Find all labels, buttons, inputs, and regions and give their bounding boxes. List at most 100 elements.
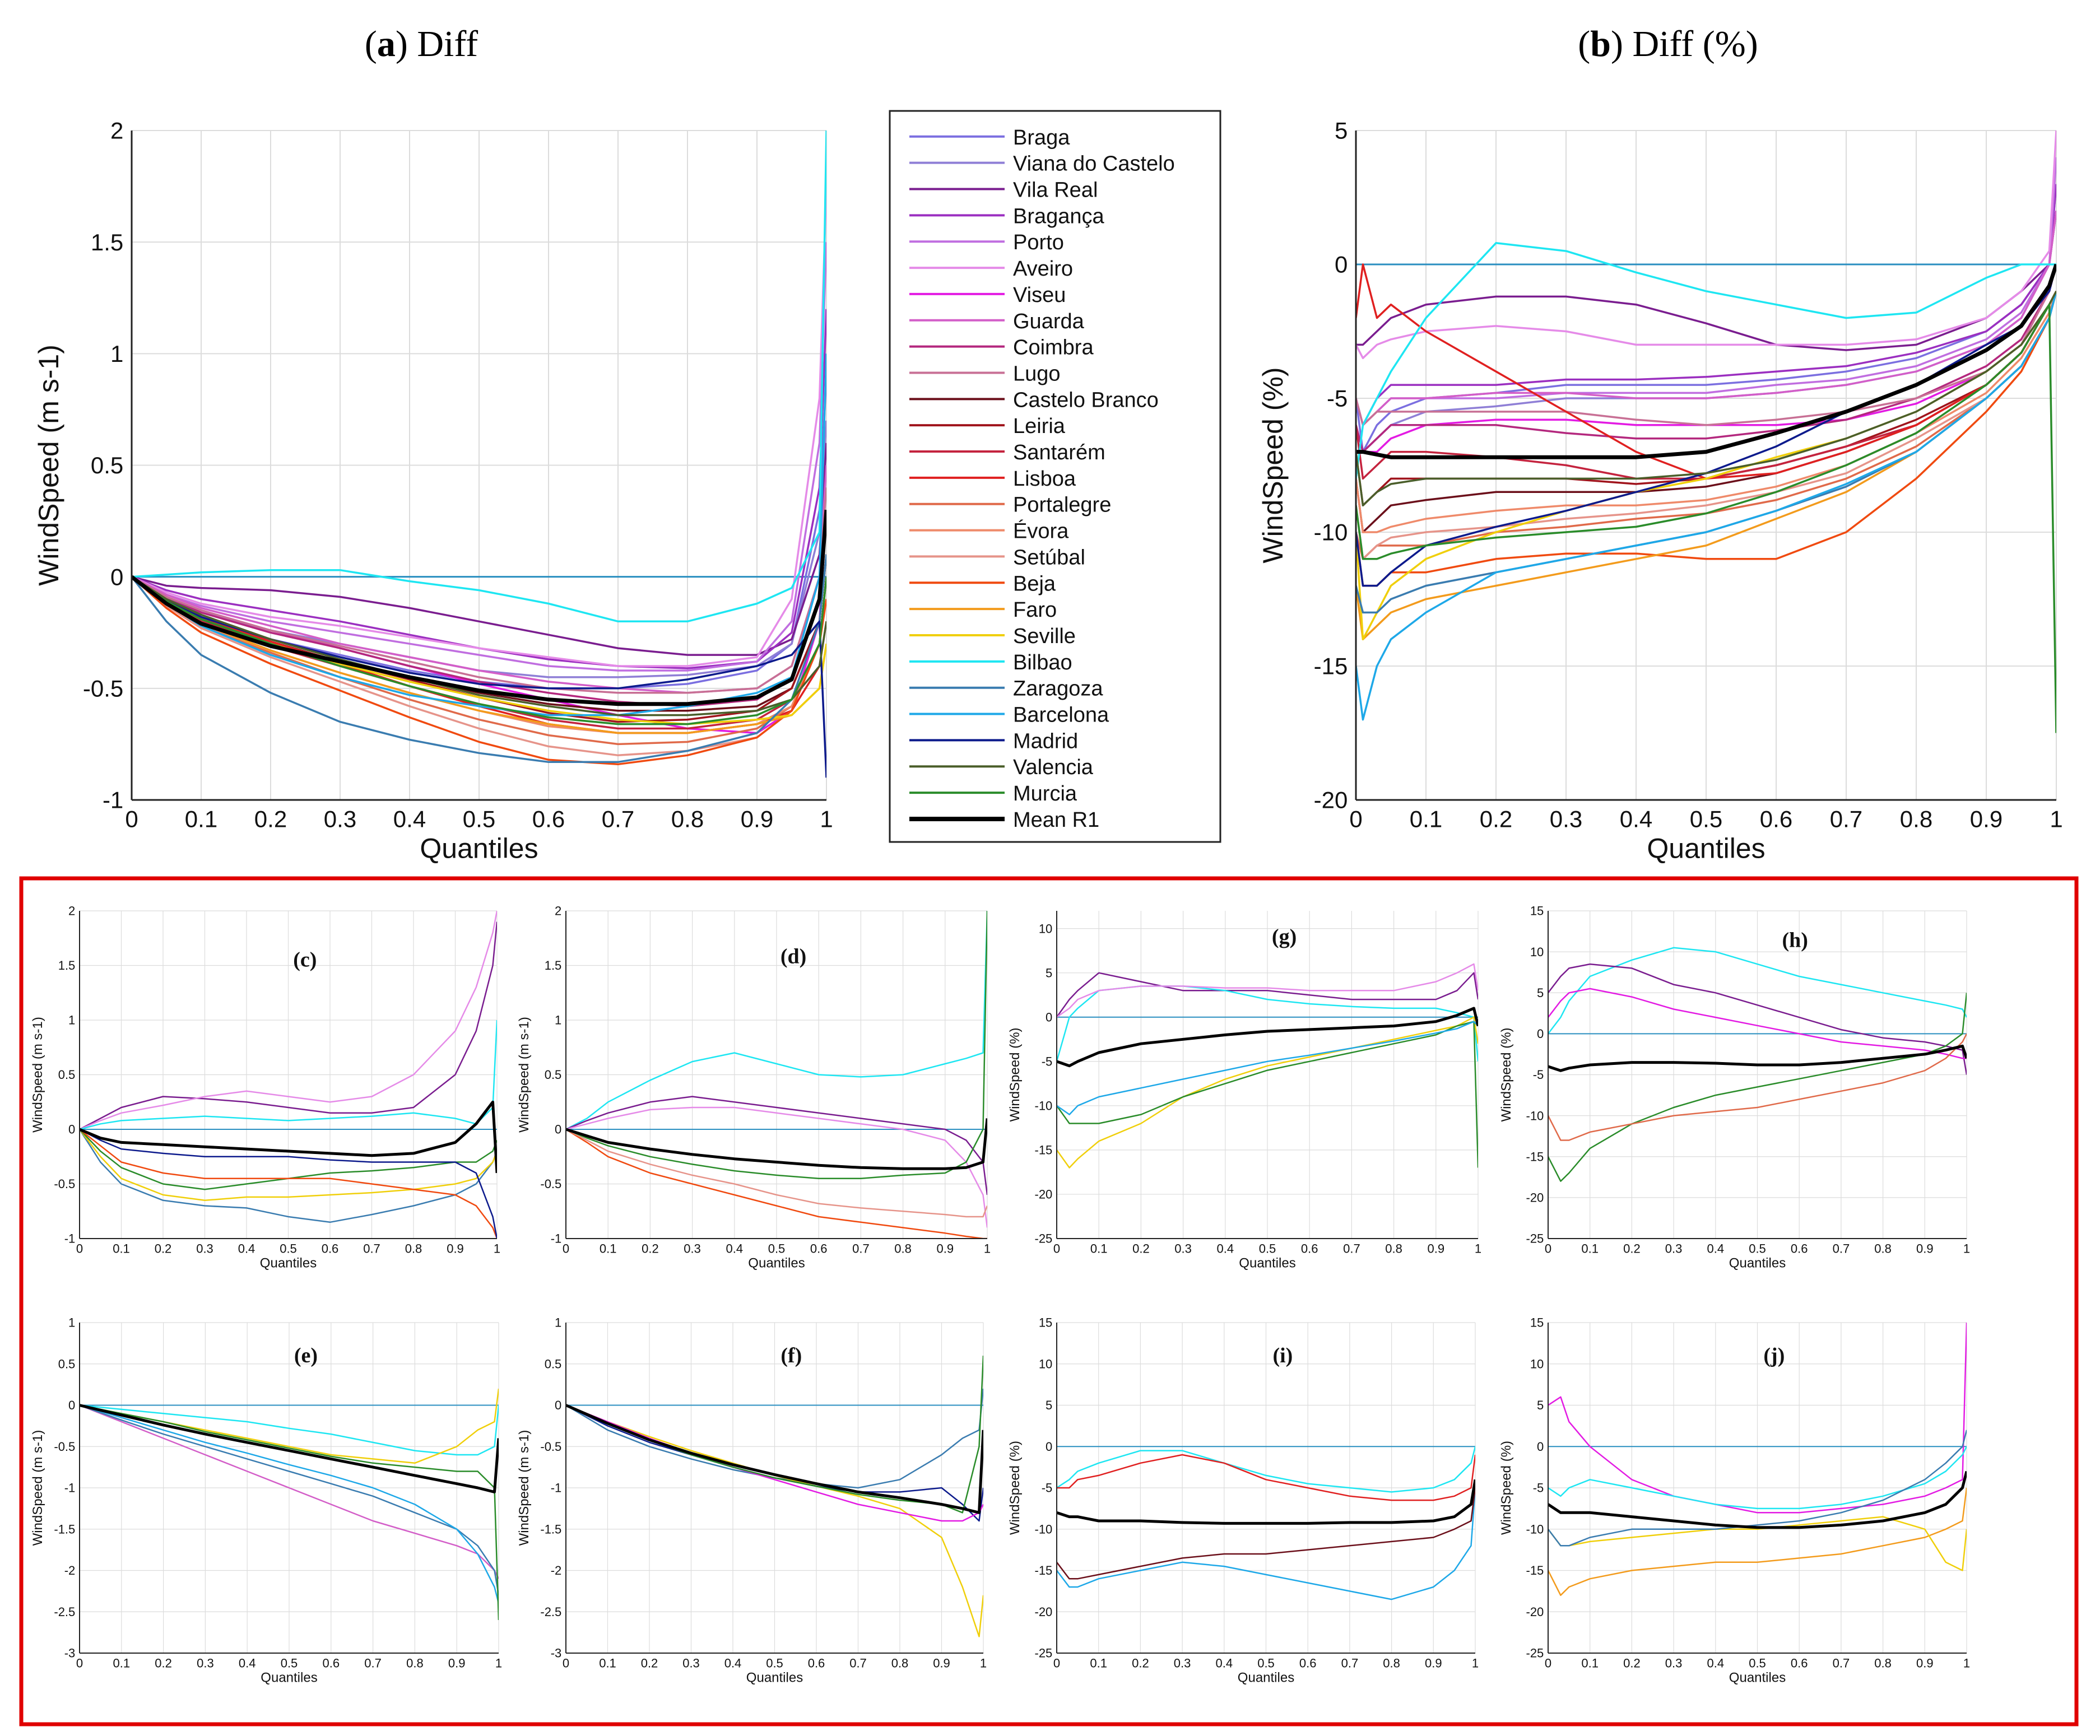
series-line-bilbao <box>1057 985 1478 1062</box>
y-tick-label: -1 <box>551 1232 562 1246</box>
x-tick-label: 0.1 <box>113 1241 130 1255</box>
series-line-lisboa <box>1057 1454 1475 1501</box>
x-tick-label: 0.5 <box>1749 1241 1766 1255</box>
y-tick-label: -3 <box>64 1646 76 1660</box>
y-tick-label: -10 <box>1526 1522 1544 1536</box>
x-tick-label: 0.3 <box>1665 1656 1683 1670</box>
y-tick-label: -10 <box>1526 1109 1544 1123</box>
legend-item-label: Viana do Castelo <box>1013 152 1175 176</box>
y-tick-label: -15 <box>1314 653 1348 679</box>
series-line-vila-real <box>80 921 497 1130</box>
x-axis-label: Quantiles <box>746 1670 803 1686</box>
x-tick-label: 0.6 <box>532 806 565 832</box>
y-tick-label: 1 <box>555 1316 561 1330</box>
series-line-viseu <box>1548 1323 1967 1514</box>
y-tick-label: -0.5 <box>54 1177 75 1191</box>
x-tick-label: 0.7 <box>1343 1241 1360 1255</box>
x-tick-label: 1 <box>495 1656 502 1670</box>
y-tick-label: 2 <box>68 904 75 918</box>
y-tick-label: -5 <box>1042 1054 1053 1068</box>
x-tick-label: 0.4 <box>1707 1241 1725 1255</box>
panel-label-d: (d) <box>780 945 806 969</box>
panel-label-j: (j) <box>1763 1344 1785 1367</box>
x-tick-label: 0.9 <box>1428 1241 1445 1255</box>
series-line-mean-r1 <box>1356 263 2056 459</box>
series-line-bilbao <box>1356 242 2056 479</box>
y-axis-label: WindSpeed (%) <box>1499 1027 1514 1121</box>
x-tick-label: 0.2 <box>1480 806 1512 832</box>
x-tick-label: 0.6 <box>323 1656 340 1670</box>
x-tick-label: 0.4 <box>238 1241 255 1255</box>
series-line-murcia <box>80 1404 499 1621</box>
legend-item-label: Lisboa <box>1013 467 1076 491</box>
series-group <box>1548 947 1967 1182</box>
x-tick-label: 0.5 <box>1257 1656 1275 1670</box>
legend-item-label: Beja <box>1013 572 1056 595</box>
y-tick-label: 15 <box>1039 1316 1052 1330</box>
chart-c: 0 0.1 0.2 0.3 0.4 0.5 0.6 0.7 0.8 0.9 1 -1 -0.5 0 0.5 1… <box>30 904 500 1271</box>
series-line-madrid <box>80 1128 497 1239</box>
y-tick-label: 0 <box>555 1123 561 1137</box>
legend-item-label: Guarda <box>1013 310 1085 333</box>
x-tick-label: 0.1 <box>1090 1241 1108 1255</box>
y-tick-label: -2 <box>64 1563 76 1577</box>
x-tick-label: 0 <box>1053 1656 1060 1670</box>
legend-item-label: Bilbao <box>1013 651 1072 674</box>
series-group <box>566 1355 983 1637</box>
x-axis-label: Quantiles <box>1647 832 1765 864</box>
series-line-portalegre <box>1548 1033 1967 1141</box>
x-tick-label: 0.9 <box>1916 1656 1934 1670</box>
series-line-mean-r1 <box>132 509 826 706</box>
series-line-seville <box>1057 1016 1478 1169</box>
x-tick-label: 0 <box>563 1241 569 1255</box>
y-tick-label: 15 <box>1530 904 1544 918</box>
series-line-zaragoza <box>80 1129 497 1223</box>
series-line-valencia <box>1356 290 2056 506</box>
legend-item-label: Évora <box>1013 519 1069 543</box>
series-line-beja <box>80 1129 497 1239</box>
x-tick-label: 0.3 <box>684 1241 701 1255</box>
series-line-aveiro <box>1057 963 1478 1018</box>
series-line-mean-r1 <box>566 1118 987 1170</box>
x-axis-label: Quantiles <box>420 832 538 864</box>
x-tick-label: 0.3 <box>1174 1241 1192 1255</box>
y-tick-label: -0.5 <box>83 676 123 702</box>
x-tick-label: 0.4 <box>239 1656 256 1670</box>
panel-b-title: (b) Diff (%) <box>1578 24 1758 64</box>
y-tick-label: -3 <box>551 1646 562 1660</box>
legend-item-label: Lugo <box>1013 362 1061 385</box>
series-group <box>1057 963 1478 1169</box>
x-tick-label: 0.4 <box>1620 806 1652 832</box>
x-tick-label: 0.8 <box>891 1656 909 1670</box>
series-line-bilbao <box>566 911 987 1130</box>
x-tick-label: 0.5 <box>280 1241 297 1255</box>
y-tick-label: 0 <box>1046 1010 1052 1024</box>
x-tick-label: 0.9 <box>1916 1241 1934 1255</box>
y-tick-label: 10 <box>1039 921 1052 936</box>
series-line-seville <box>80 1129 497 1202</box>
series-line-mean-r1 <box>1548 1470 1967 1529</box>
x-tick-label: 0.5 <box>463 806 495 832</box>
series-line-murcia <box>80 1129 497 1190</box>
y-tick-label: 0.5 <box>545 1068 562 1082</box>
y-tick-label: -20 <box>1526 1191 1544 1205</box>
y-tick-label: 0.5 <box>58 1068 76 1082</box>
x-tick-label: 0.8 <box>406 1656 424 1670</box>
x-tick-label: 1 <box>820 806 833 832</box>
y-tick-label: -20 <box>1314 787 1348 813</box>
x-axis-label: Quantiles <box>260 1256 317 1271</box>
x-tick-label: 0.7 <box>1830 806 1862 832</box>
x-axis-label: Quantiles <box>261 1670 317 1686</box>
y-tick-label: 0 <box>68 1123 75 1137</box>
legend-item-label: Coimbra <box>1013 336 1094 360</box>
chart-e: 0 0.1 0.2 0.3 0.4 0.5 0.6 0.7 0.8 0.9 1 -3 -2.5 -2 -1.… <box>30 1316 502 1686</box>
legend-item-label: Santarém <box>1013 441 1105 464</box>
y-tick-label: 10 <box>1039 1357 1052 1371</box>
series-line-mean-r1 <box>1548 1044 1967 1072</box>
panel-b-title-rest: Diff (%) <box>1623 24 1758 64</box>
y-tick-label: 1.5 <box>545 958 562 972</box>
y-tick-label: 5 <box>1335 118 1348 144</box>
y-tick-label: -20 <box>1526 1605 1544 1619</box>
y-tick-label: 0 <box>1537 1440 1544 1454</box>
